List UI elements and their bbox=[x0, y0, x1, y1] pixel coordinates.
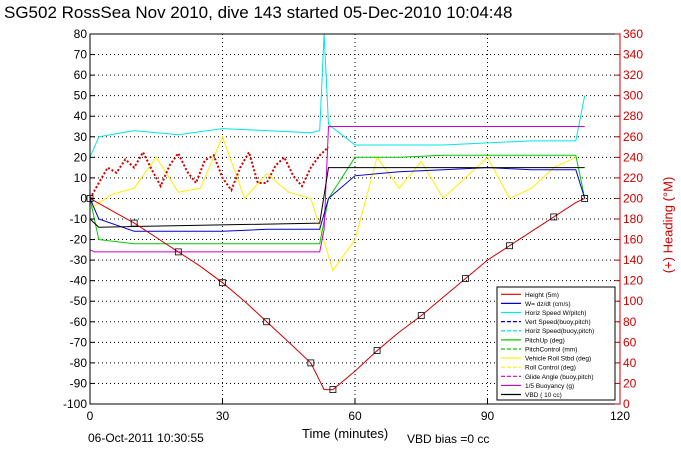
legend-label: Height (5m) bbox=[525, 292, 559, 299]
y2-tick-label: 340 bbox=[623, 48, 643, 62]
y2-tick-label: 160 bbox=[623, 233, 643, 247]
y2-tick-label: 80 bbox=[623, 315, 637, 329]
y2-tick-label: 100 bbox=[623, 294, 643, 308]
height-marker bbox=[307, 359, 315, 367]
y2-tick-label: 120 bbox=[623, 274, 643, 288]
legend-label: VBD ( 10 cc) bbox=[525, 392, 562, 399]
y-tick-label: -100 bbox=[63, 397, 87, 411]
legend-label: PitchUp (deg) bbox=[525, 337, 565, 344]
y2-tick-label: 20 bbox=[623, 376, 637, 390]
y-tick-label: -90 bbox=[70, 376, 88, 390]
y-tick-label: 70 bbox=[74, 48, 88, 62]
y2-tick-label: 220 bbox=[623, 171, 643, 185]
legend-label: Roll Control (deg) bbox=[525, 365, 576, 372]
y-tick-label: -50 bbox=[70, 294, 88, 308]
y-tick-label: 50 bbox=[74, 89, 88, 103]
y2-tick-label: 320 bbox=[623, 68, 643, 82]
legend-label: Horiz Speed W/pitch) bbox=[525, 310, 586, 317]
legend-label: Vehicle Roll Stbd (deg) bbox=[525, 356, 591, 363]
x-tick-label: 60 bbox=[348, 409, 362, 423]
legend-label: Horiz Speed(buoy,pitch) bbox=[525, 328, 594, 335]
x-axis-label: Time (minutes) bbox=[302, 426, 389, 441]
y-tick-label: -10 bbox=[70, 212, 88, 226]
y2-tick-label: 300 bbox=[623, 89, 643, 103]
chart-title: SG502 RossSea Nov 2010, dive 143 started… bbox=[4, 3, 513, 22]
x-tick-label: 90 bbox=[481, 409, 495, 423]
y-tick-label: -60 bbox=[70, 315, 88, 329]
x-tick-label: 120 bbox=[610, 409, 630, 423]
height-marker bbox=[219, 279, 226, 287]
y2-tick-label: 180 bbox=[623, 212, 643, 226]
height-marker bbox=[373, 347, 381, 354]
y-tick-label: 20 bbox=[74, 150, 88, 164]
height-marker bbox=[462, 275, 469, 283]
y2-tick-label: 280 bbox=[623, 109, 643, 123]
vbd-bias-note: VBD bias =0 cc bbox=[407, 432, 490, 446]
height-marker bbox=[550, 213, 558, 221]
y-tick-label: -40 bbox=[70, 274, 88, 288]
legend-box bbox=[496, 286, 616, 401]
series-vbd-10-cc bbox=[89, 167, 585, 228]
y2-tick-label: 240 bbox=[623, 150, 643, 164]
right-axis-label: (+) Heading (°M) bbox=[660, 176, 676, 274]
height-marker bbox=[506, 242, 513, 250]
grid bbox=[90, 34, 620, 404]
x-tick-label: 0 bbox=[87, 409, 94, 423]
legend: Height (5m) W= dz/dt (cm/s) Horiz Speed W/… bbox=[496, 286, 616, 401]
height-marker bbox=[174, 248, 182, 256]
series-height-5m bbox=[89, 197, 585, 391]
y2-tick-label: 140 bbox=[623, 253, 643, 267]
y2-tick-label: 0 bbox=[623, 397, 630, 411]
y-tick-label: -80 bbox=[70, 356, 88, 370]
y2-tick-label: 60 bbox=[623, 335, 637, 349]
y2-tick-label: 360 bbox=[623, 27, 643, 41]
y-tick-label: 10 bbox=[74, 171, 88, 185]
y2-tick-label: 40 bbox=[623, 356, 637, 370]
height-marker bbox=[581, 195, 589, 202]
axes: -100-90-80-70-60-50-40-30-20-10010203040… bbox=[63, 27, 643, 423]
y2-tick-label: 200 bbox=[623, 191, 643, 205]
series-1-5-buoyancy-g bbox=[89, 126, 585, 253]
height-marker bbox=[263, 318, 271, 326]
y-tick-label: 60 bbox=[74, 68, 88, 82]
y-tick-label: -30 bbox=[70, 253, 88, 267]
height-marker bbox=[329, 386, 337, 394]
y-tick-label: 30 bbox=[74, 130, 88, 144]
y2-tick-label: 260 bbox=[623, 130, 643, 144]
legend-label: PitchControl (mm) bbox=[525, 346, 577, 353]
height-marker bbox=[417, 312, 425, 320]
legend-label: Vert Speed(buoy,pitch) bbox=[525, 319, 591, 326]
series-heading bbox=[89, 146, 330, 199]
x-tick-label: 30 bbox=[216, 409, 230, 423]
legend-label: W= dz/dt (cm/s) bbox=[525, 301, 571, 308]
y-tick-label: 40 bbox=[74, 109, 88, 123]
print-date: 06-Oct-2011 10:30:55 bbox=[88, 431, 204, 445]
y-tick-label: -70 bbox=[70, 335, 88, 349]
series-w-dz-dt-cm-s bbox=[89, 167, 586, 232]
y-tick-label: 0 bbox=[80, 191, 87, 205]
legend-label: 1/5 Buoyancy (g) bbox=[525, 383, 574, 390]
legend-label: Glide Angle (buoy,pitch) bbox=[525, 374, 594, 381]
y-tick-label: -20 bbox=[70, 233, 88, 247]
y-tick-label: 80 bbox=[74, 27, 88, 41]
series-vehicle-roll-stbd-deg bbox=[89, 135, 577, 272]
height-marker bbox=[130, 219, 138, 227]
